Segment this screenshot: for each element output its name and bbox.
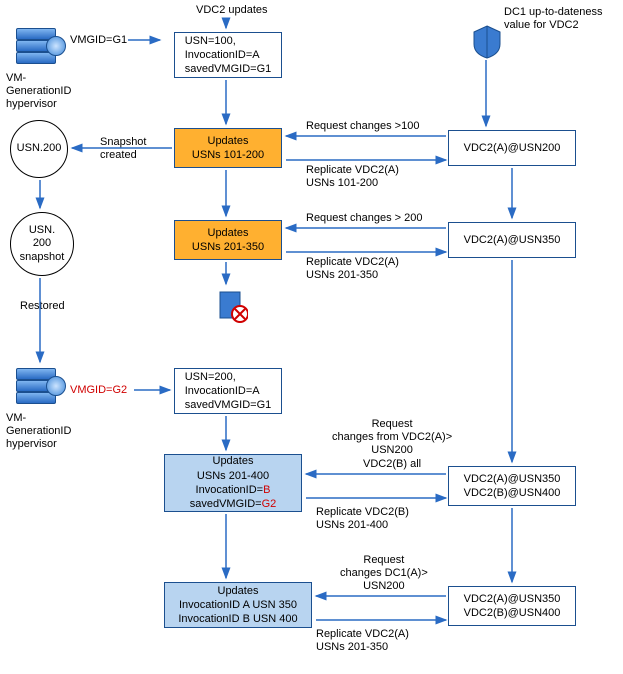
right-box-3: VDC2(A)@USN350VDC2(B)@USN400: [448, 466, 576, 506]
right-box-2: VDC2(A)@USN350: [448, 222, 576, 258]
upd201-400-d: G2: [262, 498, 277, 510]
usn200-circle-text: USN.200: [17, 142, 62, 155]
right4-text: VDC2(A)@USN350VDC2(B)@USN400: [464, 592, 561, 621]
vdc2-updates-label: VDC2 updates: [196, 4, 268, 17]
dc1-header-label: DC1 up-to-datenessvalue for VDC2: [504, 6, 602, 32]
updates-201-400-box: UpdatesUSNs 201-400InvocationID=B savedV…: [164, 454, 302, 512]
upd201-400-b: B: [263, 484, 270, 496]
usn200-snapshot-circle: USN.200snapshot: [10, 212, 74, 276]
right-box-4: VDC2(A)@USN350VDC2(B)@USN400: [448, 586, 576, 626]
right2-text: VDC2(A)@USN350: [464, 233, 561, 247]
vm-gen-label-2: VM-GenerationIDhypervisor: [6, 412, 71, 452]
right-box-1: VDC2(A)@USN200: [448, 130, 576, 166]
req-gt100-label: Request changes >100: [306, 120, 419, 133]
dc1-icon: [472, 24, 502, 60]
upd201-400-c: savedVMGID=: [190, 498, 262, 510]
server-icon-bottom: [16, 368, 62, 410]
usn200-circle: USN.200: [10, 120, 68, 178]
repl-a-201-350-label: Replicate VDC2(A)USNs 201-350: [316, 628, 409, 654]
restored-label: Restored: [20, 300, 65, 313]
crashed-server-icon: [218, 288, 248, 324]
right3-text: VDC2(A)@USN350VDC2(B)@USN400: [464, 472, 561, 501]
upd201-400-a: UpdatesUSNs 201-400InvocationID=: [196, 455, 270, 496]
req-gt200-label: Request changes > 200: [306, 212, 423, 225]
updates-201-350-box: UpdatesUSNs 201-350: [174, 220, 282, 260]
usn200-text: USN=200,InvocationID=AsavedVMGID=G1: [185, 370, 272, 413]
usn200-snapshot-text: USN.200snapshot: [20, 224, 65, 264]
repl-101-200-label: Replicate VDC2(A)USNs 101-200: [306, 164, 399, 190]
right1-text: VDC2(A)@USN200: [464, 141, 561, 155]
updates-201-350-text: UpdatesUSNs 201-350: [192, 226, 264, 255]
updates-101-200-text: UpdatesUSNs 101-200: [192, 134, 264, 163]
updates-101-200-box: UpdatesUSNs 101-200: [174, 128, 282, 168]
updates-inv-ab-text: UpdatesInvocationID A USN 350InvocationI…: [178, 584, 297, 627]
repl-201-350-label: Replicate VDC2(A)USNs 201-350: [306, 256, 399, 282]
vmgid-g2-label: VMGID=G2: [70, 384, 127, 397]
req-ab-label: Requestchanges from VDC2(A)>USN200VDC2(B…: [332, 418, 452, 471]
usn200-box: USN=200,InvocationID=AsavedVMGID=G1: [174, 368, 282, 414]
server-icon-top: [16, 28, 62, 70]
repl-b-201-400-label: Replicate VDC2(B)USNs 201-400: [316, 506, 409, 532]
arrows-layer: [0, 0, 623, 674]
snapshot-created-label: Snapshotcreated: [100, 136, 146, 162]
vmgid-g1-label: VMGID=G1: [70, 34, 127, 47]
updates-inv-ab-box: UpdatesInvocationID A USN 350InvocationI…: [164, 582, 312, 628]
usn100-text: USN=100,InvocationID=AsavedVMGID=G1: [185, 34, 272, 77]
vm-gen-label-1: VM-GenerationIDhypervisor: [6, 72, 71, 112]
req-dc1a-label: Requestchanges DC1(A)>USN200: [340, 554, 428, 594]
usn100-box: USN=100,InvocationID=AsavedVMGID=G1: [174, 32, 282, 78]
